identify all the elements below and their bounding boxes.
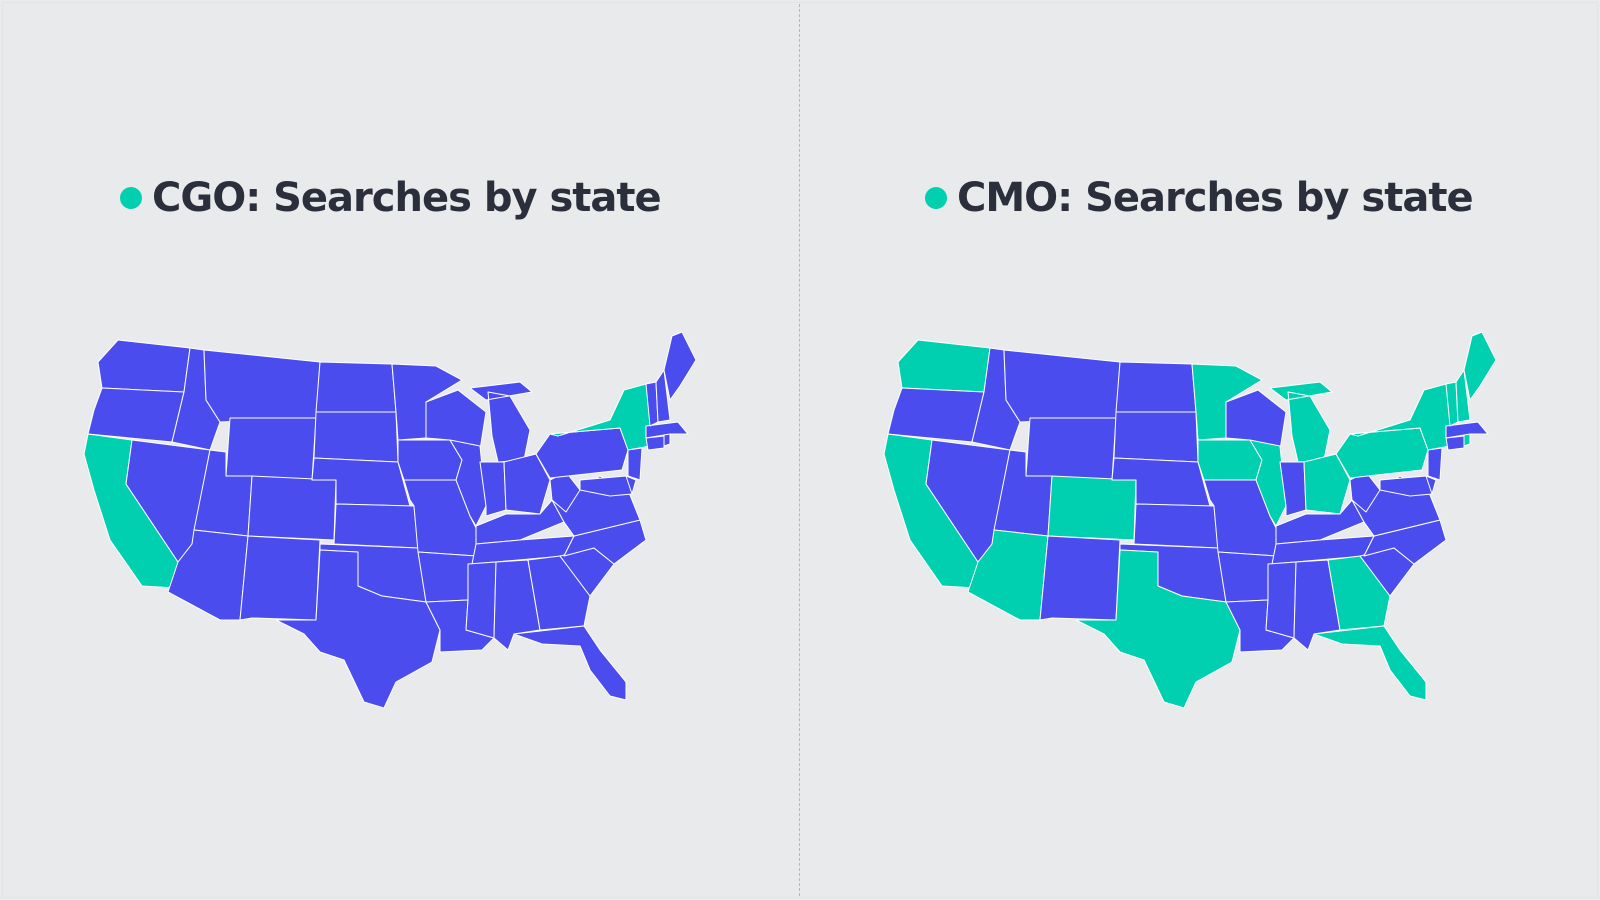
state-tx: [1075, 549, 1241, 709]
state-mt: [1003, 349, 1121, 423]
state-ms: [465, 561, 497, 639]
state-wy: [1025, 417, 1117, 481]
state-il: [1249, 439, 1287, 527]
state-nj: [627, 447, 643, 481]
state-nd: [315, 361, 397, 413]
state-or: [887, 387, 985, 443]
state-il: [449, 439, 487, 527]
state-oh: [503, 453, 551, 515]
cgo-panel: CGO: Searches by state: [83, 170, 697, 709]
legend-dot-icon: [120, 187, 142, 209]
state-me: [663, 331, 697, 401]
state-in: [479, 461, 507, 517]
state-ms: [1265, 561, 1297, 639]
cgo-title: CGO: Searches by state: [120, 170, 662, 226]
state-ar: [417, 551, 477, 603]
state-wa: [897, 339, 991, 393]
legend-dot-icon: [925, 187, 947, 209]
state-tx: [275, 549, 441, 709]
state-wa: [97, 339, 191, 393]
state-me: [1463, 331, 1497, 401]
panel-divider: [799, 4, 800, 896]
state-fl: [513, 625, 627, 701]
state-nh: [1455, 369, 1471, 423]
state-co: [247, 475, 337, 541]
state-ga: [1327, 555, 1391, 631]
state-ma: [1445, 421, 1489, 439]
state-co: [1047, 475, 1137, 541]
state-pa: [535, 427, 629, 479]
state-sd: [1113, 411, 1199, 463]
cmo-title: CMO: Searches by state: [925, 170, 1474, 226]
cmo-us-map: [883, 331, 1497, 709]
state-ia: [1197, 439, 1263, 481]
state-nm: [1039, 535, 1121, 621]
state-nj: [1427, 447, 1443, 481]
state-ks: [1133, 503, 1219, 549]
cgo-us-map: [83, 331, 697, 709]
state-wy: [225, 417, 317, 481]
state-ks: [333, 503, 419, 549]
state-fl: [1313, 625, 1427, 701]
state-ri: [1463, 433, 1471, 447]
state-or: [87, 387, 185, 443]
state-mt: [203, 349, 321, 423]
state-ar: [1217, 551, 1277, 603]
state-pa: [1335, 427, 1429, 479]
state-oh: [1303, 453, 1351, 515]
cmo-title-text: CMO: Searches by state: [957, 175, 1474, 221]
state-ia: [397, 439, 463, 481]
state-nh: [655, 369, 671, 423]
state-md: [1379, 475, 1433, 497]
state-nd: [1115, 361, 1197, 413]
state-ma: [645, 421, 689, 439]
state-sd: [313, 411, 399, 463]
cmo-panel: CMO: Searches by state: [800, 0, 1600, 900]
state-ct: [1445, 435, 1465, 451]
state-nm: [239, 535, 321, 621]
state-in: [1279, 461, 1307, 517]
cgo-title-text: CGO: Searches by state: [152, 175, 662, 221]
state-md: [579, 475, 633, 497]
state-ri: [663, 433, 671, 447]
state-ga: [527, 555, 591, 631]
state-ct: [645, 435, 665, 451]
